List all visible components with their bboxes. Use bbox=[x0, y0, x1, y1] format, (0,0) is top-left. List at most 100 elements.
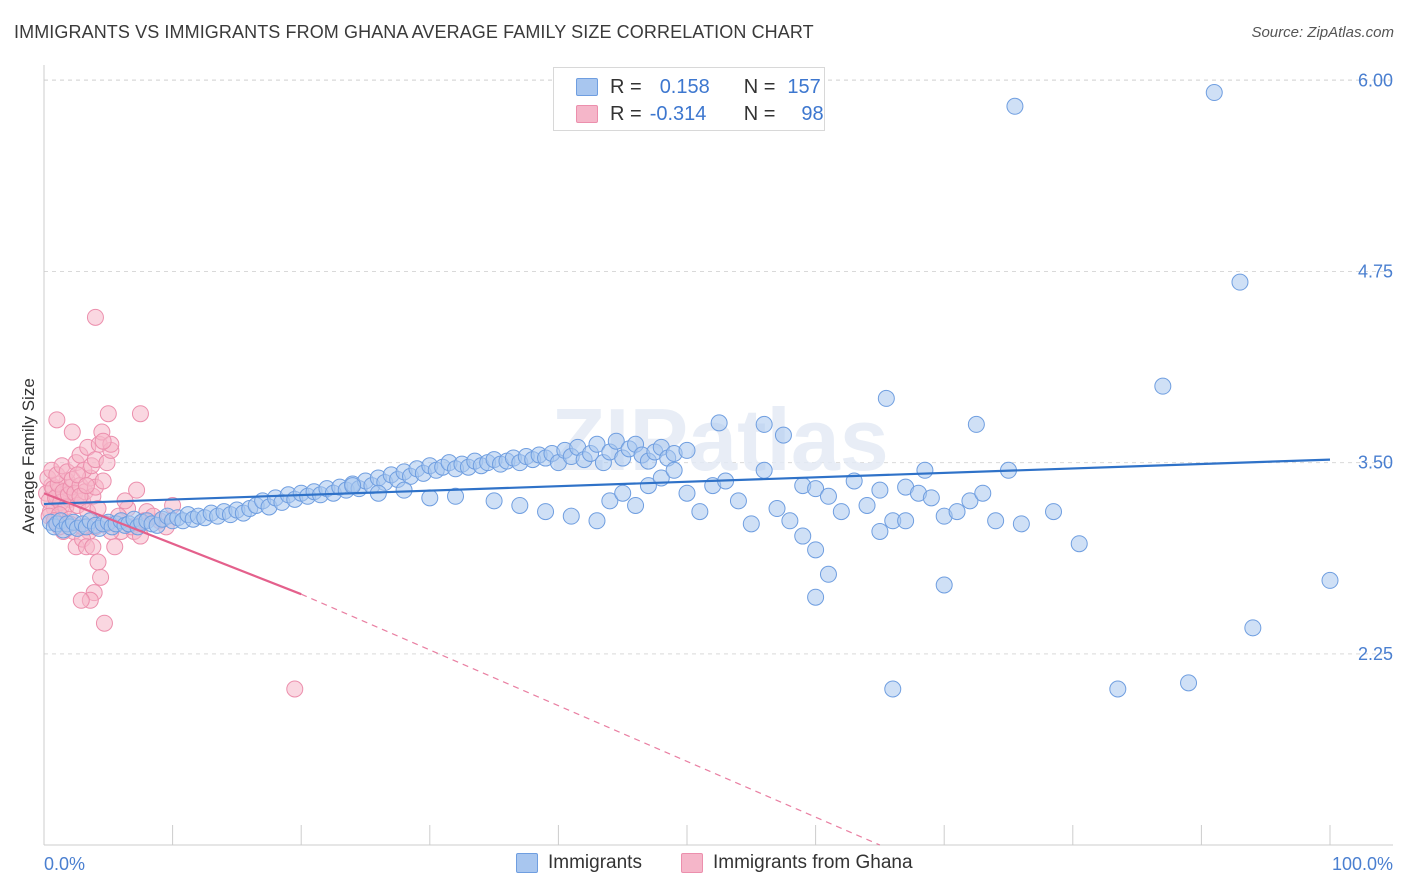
trend-line-ghana-extrapolated bbox=[300, 593, 881, 846]
data-point bbox=[395, 481, 413, 499]
data-point bbox=[63, 423, 81, 441]
data-point bbox=[755, 461, 773, 479]
trend-line-ghana bbox=[43, 492, 302, 596]
series-immigrants-points bbox=[41, 84, 1339, 698]
data-point bbox=[948, 503, 966, 521]
data-point bbox=[819, 487, 837, 505]
data-point bbox=[819, 565, 837, 583]
legend-item-immigrants[interactable]: Immigrants bbox=[516, 852, 642, 874]
trend-lines bbox=[43, 458, 1331, 846]
data-point bbox=[601, 492, 619, 510]
gridlines bbox=[44, 79, 1393, 655]
data-point bbox=[781, 512, 799, 530]
legend-swatch-blue bbox=[516, 853, 538, 873]
data-point bbox=[832, 503, 850, 521]
r-value: 0.158 bbox=[659, 75, 710, 98]
data-point bbox=[89, 553, 107, 571]
data-point bbox=[562, 507, 580, 525]
data-point bbox=[86, 308, 104, 326]
data-point bbox=[94, 472, 112, 490]
data-point bbox=[691, 503, 709, 521]
data-point bbox=[1205, 84, 1223, 102]
y-tick-label: 6.00 bbox=[1358, 70, 1393, 90]
data-point bbox=[871, 481, 889, 499]
data-point bbox=[710, 414, 728, 432]
y-tick-labels: 2.25 3.50 4.75 6.00 bbox=[1358, 70, 1393, 664]
bottom-legend: Immigrants Immigrants from Ghana bbox=[0, 852, 1406, 878]
n-label: N = bbox=[743, 102, 776, 125]
data-point bbox=[665, 461, 683, 479]
n-value: 98 bbox=[801, 102, 824, 125]
data-point bbox=[614, 484, 632, 502]
watermark: ZIPatlas bbox=[551, 390, 888, 489]
data-point bbox=[871, 522, 889, 540]
data-point bbox=[807, 541, 825, 559]
data-point bbox=[639, 477, 657, 495]
data-point bbox=[95, 614, 113, 632]
data-point bbox=[987, 512, 1005, 530]
data-point bbox=[607, 432, 625, 450]
data-point bbox=[678, 484, 696, 502]
data-point bbox=[768, 500, 786, 518]
data-point bbox=[935, 576, 953, 594]
data-point bbox=[511, 496, 529, 514]
data-point bbox=[537, 503, 555, 521]
legend-row-immigrants: R = 0.158 N = 157 bbox=[576, 74, 821, 100]
data-point bbox=[1231, 273, 1249, 291]
data-point bbox=[106, 538, 124, 556]
data-point bbox=[286, 680, 304, 698]
legend-swatch-pink bbox=[681, 853, 703, 873]
r-value: -0.314 bbox=[649, 102, 707, 125]
data-point bbox=[588, 512, 606, 530]
data-point bbox=[961, 492, 979, 510]
data-point bbox=[1012, 515, 1030, 533]
axes bbox=[43, 65, 1393, 846]
y-tick-label: 2.25 bbox=[1358, 644, 1393, 664]
data-point bbox=[974, 484, 992, 502]
data-point bbox=[755, 415, 773, 433]
data-point bbox=[1154, 377, 1172, 395]
data-point bbox=[77, 477, 95, 495]
data-point bbox=[1070, 535, 1088, 553]
data-point bbox=[742, 515, 760, 533]
chart-title: IMMIGRANTS VS IMMIGRANTS FROM GHANA AVER… bbox=[14, 22, 814, 42]
data-point bbox=[92, 568, 110, 586]
data-point bbox=[1109, 680, 1127, 698]
legend-swatch-blue bbox=[576, 78, 598, 96]
legend-label-ghana: Immigrants from Ghana bbox=[713, 852, 913, 873]
y-tick-label: 3.50 bbox=[1358, 453, 1393, 473]
data-point bbox=[916, 461, 934, 479]
data-point bbox=[131, 405, 149, 423]
x-tick-label-max: 100.0% bbox=[1332, 854, 1393, 874]
data-point bbox=[48, 411, 66, 429]
data-point bbox=[1244, 619, 1262, 637]
data-point bbox=[1006, 97, 1024, 115]
n-value: 157 bbox=[787, 75, 821, 98]
data-point bbox=[884, 680, 902, 698]
data-point bbox=[1180, 674, 1198, 692]
data-point bbox=[877, 389, 895, 407]
data-point bbox=[807, 588, 825, 606]
legend-item-ghana[interactable]: Immigrants from Ghana bbox=[681, 852, 913, 874]
source-label: Source: ZipAtlas.com bbox=[1251, 24, 1394, 41]
data-point bbox=[729, 492, 747, 510]
trend-line-immigrants bbox=[43, 458, 1331, 506]
data-point bbox=[84, 538, 102, 556]
data-point bbox=[922, 489, 940, 507]
data-point bbox=[627, 496, 645, 514]
data-point bbox=[99, 405, 117, 423]
x-tick-label-min: 0.0% bbox=[44, 854, 85, 874]
data-point bbox=[588, 435, 606, 453]
data-point bbox=[344, 477, 362, 495]
legend-swatch-pink bbox=[576, 105, 598, 123]
y-axis-label: Average Family Size bbox=[19, 378, 38, 534]
data-point bbox=[678, 441, 696, 459]
r-label: R = bbox=[610, 75, 642, 98]
data-point bbox=[774, 426, 792, 444]
y-tick-label: 4.75 bbox=[1358, 261, 1393, 281]
legend-label-immigrants: Immigrants bbox=[548, 852, 642, 873]
n-label: N = bbox=[743, 75, 776, 98]
data-point bbox=[897, 512, 915, 530]
correlation-legend: R = 0.158 N = 157 R = -0.314 N = 98 bbox=[553, 67, 825, 131]
